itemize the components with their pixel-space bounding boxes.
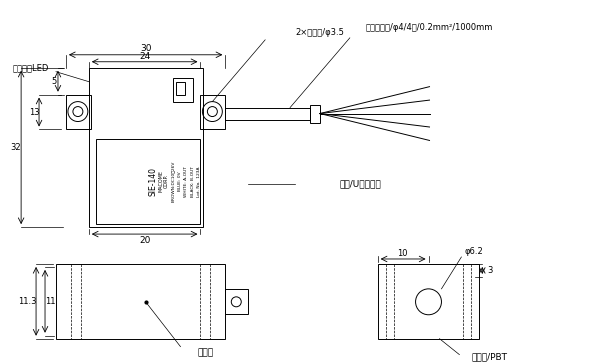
Bar — [225, 289, 248, 314]
Text: 2×取付穴/φ3.5: 2×取付穴/φ3.5 — [295, 28, 345, 37]
Text: BLUE: 0V: BLUE: 0V — [178, 172, 182, 191]
Text: Lot. No.  123A: Lot. No. 123A — [198, 166, 201, 197]
Bar — [56, 264, 225, 339]
Bar — [66, 94, 91, 130]
Text: MACOME: MACOME — [159, 170, 163, 192]
Text: WHITE: A-OUT: WHITE: A-OUT — [184, 166, 188, 197]
Text: BROWN:DC10〜26V: BROWN:DC10〜26V — [171, 161, 174, 202]
Text: 出力コード/φ4/4芯/0.2mm²/1000mm: 出力コード/φ4/4芯/0.2mm²/1000mm — [366, 24, 493, 32]
Text: 検出面: 検出面 — [197, 348, 213, 357]
Text: 動作表示LED: 動作表示LED — [13, 63, 49, 72]
Bar — [176, 82, 185, 94]
Text: 11.3: 11.3 — [18, 297, 37, 306]
Text: 10: 10 — [397, 248, 408, 257]
Text: 13: 13 — [29, 108, 40, 117]
Text: 30: 30 — [140, 44, 151, 53]
Text: 20: 20 — [139, 236, 150, 245]
Text: ケース/PBT: ケース/PBT — [472, 352, 508, 361]
Text: BLACK: B-OUT: BLACK: B-OUT — [192, 166, 195, 197]
Text: フタ/Uポリマー: フタ/Uポリマー — [340, 180, 382, 189]
Text: 11: 11 — [45, 297, 56, 306]
Bar — [225, 108, 310, 119]
Text: φ6.2: φ6.2 — [465, 247, 484, 256]
Text: 5: 5 — [51, 77, 57, 86]
Text: 24: 24 — [139, 52, 150, 61]
Bar — [89, 68, 203, 227]
Text: SIE-140: SIE-140 — [149, 167, 157, 196]
Text: 3: 3 — [487, 266, 493, 275]
Bar — [173, 78, 193, 102]
Text: CORP.: CORP. — [163, 174, 168, 188]
Bar — [96, 139, 201, 224]
Bar — [310, 105, 320, 122]
Text: 32: 32 — [10, 143, 21, 152]
Bar — [201, 94, 225, 130]
Bar — [378, 264, 479, 339]
